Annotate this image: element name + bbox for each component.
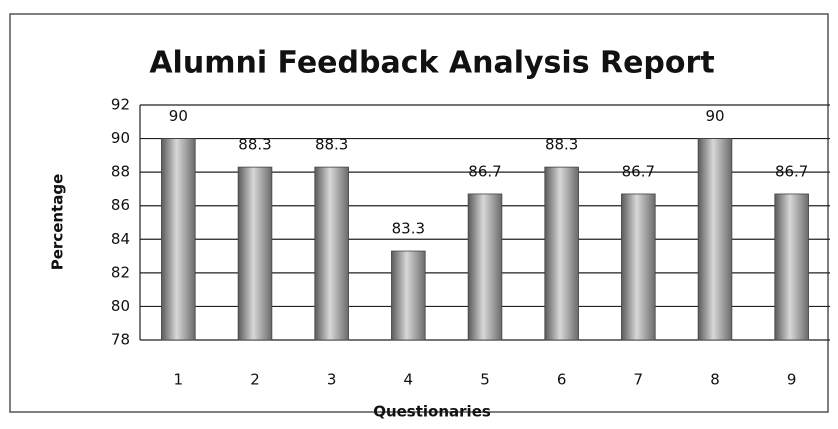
bar (621, 193, 656, 341)
y-tick-label: 86 (111, 196, 130, 214)
data-label: 88.3 (238, 136, 271, 154)
x-tick-label: 6 (557, 371, 567, 389)
bar (391, 250, 426, 341)
y-tick-label: 84 (111, 230, 130, 248)
y-tick-label: 82 (111, 263, 130, 281)
chart-frame (9, 13, 829, 413)
data-label: 90 (169, 107, 188, 125)
y-tick-label: 78 (111, 331, 130, 349)
x-tick-label: 7 (634, 371, 644, 389)
x-axis-title: Questionaries (373, 403, 491, 421)
y-axis-title: Percentage (49, 174, 67, 271)
bar (237, 166, 273, 341)
y-tick-label: 92 (111, 96, 130, 114)
chart-title: Alumni Feedback Analysis Report (149, 46, 714, 81)
x-tick-label: 8 (710, 371, 720, 389)
bar (467, 193, 503, 341)
bar (544, 166, 579, 341)
data-label: 88.3 (315, 136, 348, 154)
data-label: 86.7 (775, 162, 808, 180)
y-tick-label: 90 (111, 129, 130, 147)
bar (774, 193, 809, 341)
x-tick-label: 3 (327, 371, 337, 389)
x-tick-label: 1 (174, 371, 184, 389)
bar (161, 138, 196, 341)
y-tick-label: 88 (111, 163, 130, 181)
x-tick-label: 9 (787, 371, 797, 389)
x-tick-label: 2 (250, 371, 260, 389)
bar (697, 138, 733, 341)
data-label: 86.7 (468, 162, 501, 180)
x-tick-label: 4 (404, 371, 414, 389)
data-label: 83.3 (392, 220, 425, 238)
bar (314, 166, 349, 341)
data-label: 90 (705, 107, 724, 125)
x-tick-label: 5 (480, 371, 490, 389)
data-label: 88.3 (545, 136, 578, 154)
data-label: 86.7 (622, 162, 655, 180)
y-tick-label: 80 (111, 297, 130, 315)
